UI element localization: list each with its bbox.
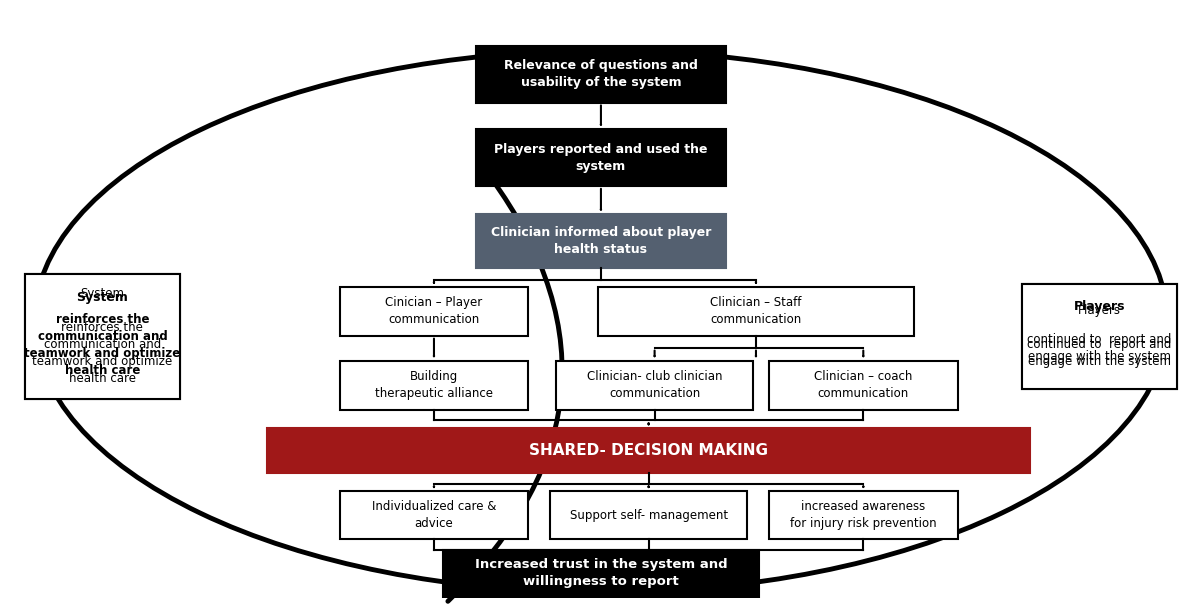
Text: Clinician- club clinician
communication: Clinician- club clinician communication xyxy=(587,370,722,401)
FancyBboxPatch shape xyxy=(1022,284,1177,388)
Text: Players: Players xyxy=(1074,300,1126,313)
FancyBboxPatch shape xyxy=(25,274,180,399)
FancyBboxPatch shape xyxy=(340,361,528,410)
Text: Players

continued to  report and
engage with the system: Players continued to report and engage w… xyxy=(1027,304,1171,368)
Text: System

reinforces the
communication and
teamwork and optimize
health care: System reinforces the communication and … xyxy=(32,287,173,385)
FancyBboxPatch shape xyxy=(551,491,748,539)
Text: Clinician – Staff
communication: Clinician – Staff communication xyxy=(710,296,802,326)
FancyBboxPatch shape xyxy=(769,491,958,539)
Text: Clinician – coach
communication: Clinician – coach communication xyxy=(814,370,912,401)
Text: SHARED- DECISION MAKING: SHARED- DECISION MAKING xyxy=(529,443,768,458)
Text: Relevance of questions and
usability of the system: Relevance of questions and usability of … xyxy=(504,59,698,90)
FancyBboxPatch shape xyxy=(268,428,1031,473)
Text: System: System xyxy=(77,291,128,304)
FancyBboxPatch shape xyxy=(1022,284,1177,388)
Text: Individualized care &
advice: Individualized care & advice xyxy=(372,500,496,530)
Text: Increased trust in the system and
willingness to report: Increased trust in the system and willin… xyxy=(475,558,727,589)
FancyBboxPatch shape xyxy=(340,287,528,336)
FancyBboxPatch shape xyxy=(25,274,180,399)
FancyBboxPatch shape xyxy=(443,550,758,597)
Text: increased awareness
for injury risk prevention: increased awareness for injury risk prev… xyxy=(790,500,937,530)
FancyBboxPatch shape xyxy=(557,361,752,410)
FancyBboxPatch shape xyxy=(475,46,726,103)
Text: reinforces the
communication and
teamwork and optimize
health care: reinforces the communication and teamwor… xyxy=(24,313,180,378)
FancyBboxPatch shape xyxy=(475,214,726,268)
FancyBboxPatch shape xyxy=(769,361,958,410)
Text: Clinician informed about player
health status: Clinician informed about player health s… xyxy=(491,226,712,256)
FancyBboxPatch shape xyxy=(598,287,914,336)
FancyBboxPatch shape xyxy=(340,491,528,539)
Text: Cinician – Player
communication: Cinician – Player communication xyxy=(385,296,482,326)
Text: Players reported and used the
system: Players reported and used the system xyxy=(494,143,708,172)
Text: continued to  report and
engage with the system: continued to report and engage with the … xyxy=(1027,333,1171,363)
FancyBboxPatch shape xyxy=(475,129,726,186)
Text: Support self- management: Support self- management xyxy=(570,509,727,522)
Text: Building
therapeutic alliance: Building therapeutic alliance xyxy=(374,370,493,401)
